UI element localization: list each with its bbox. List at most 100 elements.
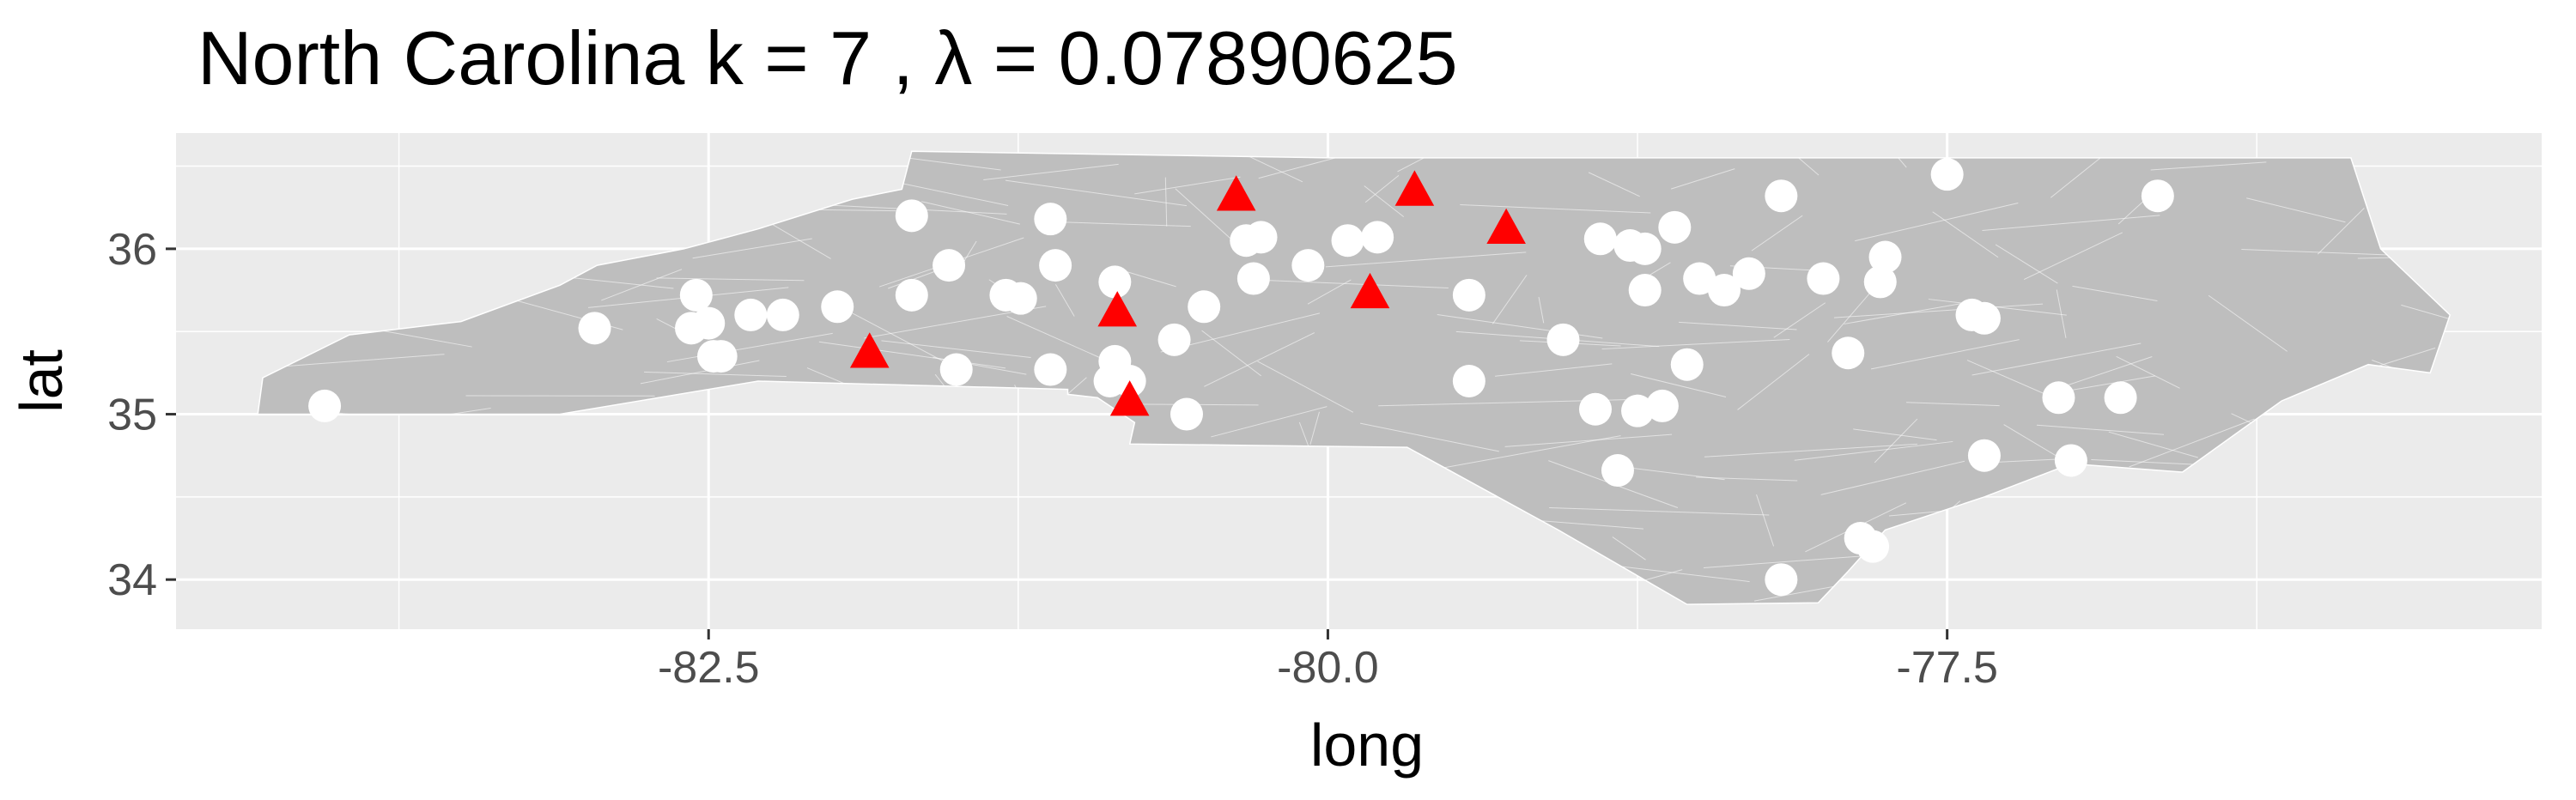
- point-circle: [1579, 392, 1612, 426]
- point-circle: [1546, 323, 1580, 356]
- county-boundary: [666, 332, 833, 363]
- point-circle: [1658, 210, 1692, 244]
- county-boundary: [656, 277, 805, 282]
- y-tick-label: 34: [107, 555, 157, 605]
- county-boundary: [1794, 440, 1953, 461]
- county-boundary: [1932, 211, 1999, 258]
- point-circle: [308, 389, 342, 422]
- x-axis-ticks: -82.5 -80.0 -77.5: [658, 629, 1998, 693]
- county-boundary: [1844, 300, 1974, 324]
- point-circle: [1765, 563, 1798, 597]
- x-tick-label: -80.0: [1277, 643, 1379, 693]
- point-triangle: [1394, 170, 1435, 206]
- point-circle: [1868, 240, 1902, 274]
- point-circle: [1361, 221, 1394, 254]
- county-boundary: [1005, 179, 1188, 207]
- point-triangle: [1486, 208, 1526, 245]
- county-boundary: [2116, 355, 2180, 389]
- point-circle: [1034, 203, 1067, 236]
- point-circle: [679, 278, 713, 312]
- county-boundary: [640, 360, 760, 385]
- county-boundary: [1966, 360, 2057, 400]
- county-boundary: [1054, 284, 1075, 317]
- point-circle: [895, 278, 928, 312]
- point-circle: [1601, 454, 1634, 488]
- county-boundary: [2108, 431, 2198, 458]
- county-boundary: [1827, 290, 1873, 342]
- county-boundary: [2056, 289, 2067, 338]
- point-circle: [1708, 274, 1741, 307]
- point-circle: [1832, 336, 1865, 370]
- county-boundary: [1201, 330, 1262, 377]
- chart-title: North Carolina k = 7 , λ = 0.07890625: [197, 15, 1458, 100]
- county-boundary: [1855, 203, 2019, 242]
- county-boundary: [1364, 175, 1400, 203]
- county-boundary: [2036, 424, 2165, 435]
- point-circle: [1621, 394, 1655, 427]
- county-boundary: [806, 367, 852, 387]
- point-circle: [1583, 222, 1617, 256]
- county-boundary: [921, 201, 1020, 225]
- point-circle: [766, 298, 799, 331]
- county-boundary: [852, 312, 956, 368]
- county-boundary: [1460, 203, 1651, 214]
- point-circle: [1967, 439, 2001, 472]
- county-boundary: [1679, 321, 1797, 330]
- county-boundary: [1134, 176, 1241, 195]
- county-boundary: [1737, 354, 1810, 410]
- point-triangle: [1109, 380, 1150, 416]
- county-boundary: [2050, 156, 2102, 198]
- point-circle: [1670, 348, 1704, 381]
- point-circle: [1452, 365, 1485, 397]
- y-axis-label: lat: [8, 349, 75, 413]
- point-circle: [1034, 353, 1067, 386]
- county-boundary: [1756, 494, 1775, 547]
- county-boundary: [1773, 302, 1826, 338]
- point-circle: [1244, 221, 1278, 254]
- county-boundary: [2208, 294, 2288, 352]
- point-circle: [1645, 389, 1679, 422]
- point-circle: [1765, 179, 1798, 213]
- y-tick-label: 36: [107, 225, 157, 275]
- point-circle: [2104, 381, 2137, 415]
- series-triangles: [849, 170, 1526, 416]
- county-boundary: [2401, 304, 2451, 350]
- county-boundary: [1756, 151, 1820, 176]
- point-circle: [1004, 282, 1037, 315]
- point-circle: [933, 249, 966, 282]
- point-circle: [895, 199, 928, 233]
- point-circle: [1039, 249, 1072, 282]
- county-boundary: [601, 269, 683, 301]
- county-boundary: [1204, 332, 1315, 387]
- county-boundary: [1492, 275, 1528, 324]
- county-boundary: [1982, 215, 2160, 232]
- point-circle: [1236, 262, 1270, 295]
- series-circles: [308, 158, 2174, 597]
- point-circle: [1291, 249, 1325, 282]
- county-boundary: [1874, 418, 1918, 464]
- x-axis-label: long: [1310, 712, 1424, 779]
- county-boundary: [1549, 507, 1770, 516]
- county-boundary: [1870, 339, 2020, 370]
- county-boundary: [692, 238, 812, 259]
- point-circle: [1856, 530, 1890, 563]
- county-boundary: [1325, 252, 1527, 268]
- x-tick-label: -77.5: [1896, 643, 1998, 693]
- point-triangle: [849, 332, 890, 368]
- county-boundary: [1495, 363, 1613, 377]
- point-circle: [2141, 179, 2174, 213]
- point-circle: [1098, 265, 1132, 299]
- point-circle: [1452, 278, 1485, 312]
- county-boundary: [1588, 172, 1640, 197]
- county-boundary: [1309, 411, 1320, 445]
- county-boundary: [818, 341, 1006, 369]
- county-boundary: [1703, 555, 1864, 568]
- county-boundary: [1504, 433, 1673, 447]
- county-boundary: [1751, 215, 1803, 252]
- county-boundary: [1906, 402, 2000, 407]
- county-boundary: [2023, 232, 2123, 281]
- county-boundary: [1434, 435, 1621, 470]
- point-circle: [1170, 397, 1204, 431]
- county-boundary: [1612, 536, 1646, 561]
